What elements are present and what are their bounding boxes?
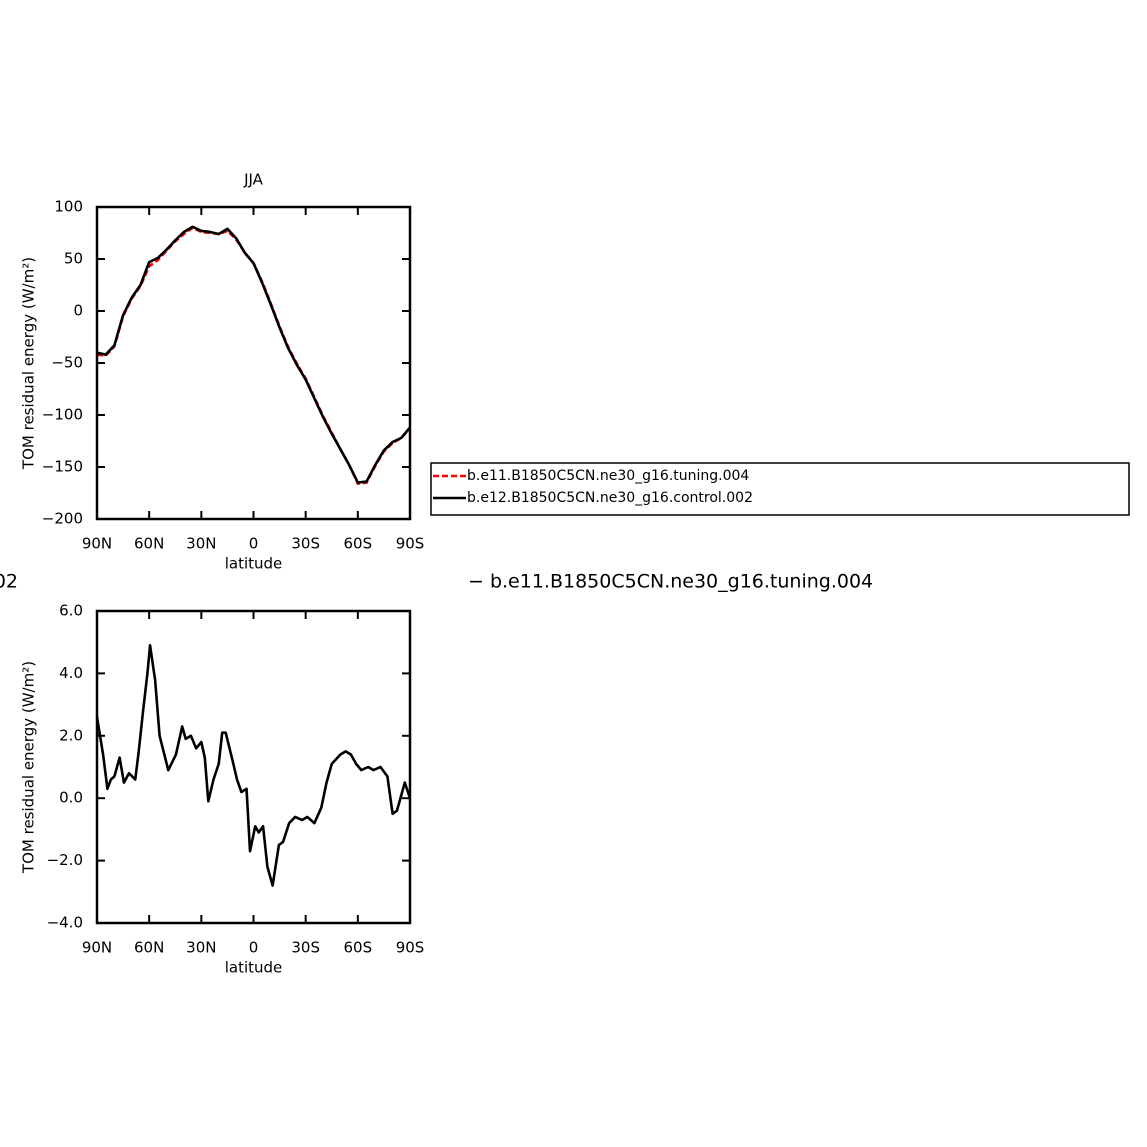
left-string: b.e12.B1850C5CN.ne30_g16.control.002 [0, 571, 18, 593]
y-tick-label: 50 [64, 250, 83, 268]
plot-frame [95, 205, 412, 521]
center-string: − b.e11.B1850C5CN.ne30_g16.tuning.004 [468, 571, 873, 593]
y-tick-label: 2.0 [59, 726, 83, 744]
x-tick-label: 0 [249, 939, 259, 957]
y-tick-label: 0.0 [59, 789, 83, 807]
x-tick-label: 30N [186, 939, 216, 957]
y-tick-label: −50 [51, 354, 83, 372]
y-tick-label: −100 [42, 406, 83, 424]
data-line [96, 225, 411, 484]
y-tick-label: 4.0 [59, 664, 83, 682]
x-tick-label: 0 [249, 535, 259, 553]
x-tick-label: 60S [344, 535, 373, 553]
y-tick-label: −4.0 [47, 914, 83, 932]
legend-box [430, 462, 1130, 516]
x-tick-label: 30S [291, 535, 320, 553]
plot-frame [95, 609, 412, 925]
x-tick-label: 60N [134, 939, 164, 957]
x-tick-label: 60S [344, 939, 373, 957]
y-tick-label: 0 [73, 302, 83, 320]
x-axis-label: latitude [225, 959, 283, 977]
legend-label: b.e12.B1850C5CN.ne30_g16.control.002 [467, 490, 753, 506]
y-tick-label: 100 [54, 198, 83, 216]
data-line [95, 644, 412, 887]
x-axis-label: latitude [225, 555, 283, 573]
x-tick-label: 60N [134, 535, 164, 553]
legend-label: b.e11.B1850C5CN.ne30_g16.tuning.004 [467, 468, 749, 484]
y-tick-label: −150 [42, 458, 83, 476]
y-tick-label: 6.0 [59, 602, 83, 620]
x-tick-label: 30S [291, 939, 320, 957]
x-tick-label: 90N [82, 535, 112, 553]
x-tick-label: 90S [396, 535, 425, 553]
x-tick-label: 90N [82, 939, 112, 957]
y-axis-label: TOM residual energy (W/m²) [20, 661, 38, 874]
y-tick-label: −2.0 [47, 851, 83, 869]
x-tick-label: 90S [396, 939, 425, 957]
x-tick-label: 30N [186, 535, 216, 553]
y-axis-label: TOM residual energy (W/m²) [20, 257, 38, 470]
chart-title: JJA [243, 171, 264, 189]
y-tick-label: −200 [42, 510, 83, 528]
